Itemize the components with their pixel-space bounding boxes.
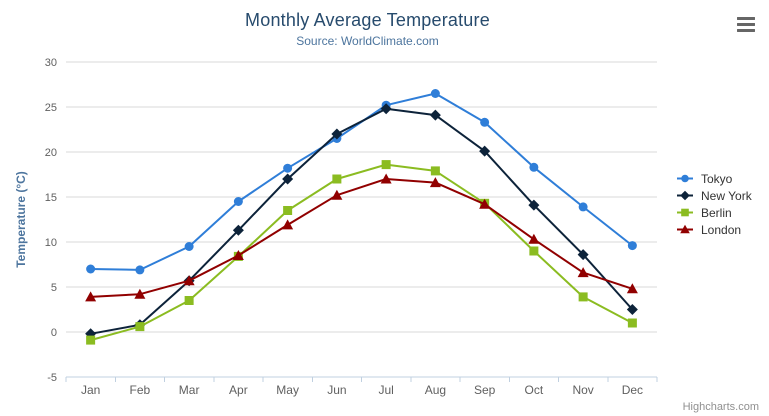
svg-text:Mar: Mar — [179, 383, 200, 397]
legend-item-tokyo[interactable]: Tokyo — [676, 170, 752, 187]
legend-item-berlin[interactable]: Berlin — [676, 204, 752, 221]
y-axis-title: Temperature (°C) — [14, 171, 28, 268]
svg-text:30: 30 — [45, 57, 57, 69]
svg-text:Sep: Sep — [474, 383, 496, 397]
triangle-legend-marker-icon — [677, 224, 693, 234]
series-new-york[interactable] — [85, 103, 638, 340]
svg-text:-5: -5 — [47, 372, 57, 384]
svg-text:15: 15 — [45, 192, 57, 204]
highcharts-credits-link[interactable]: Highcharts.com — [682, 401, 759, 413]
circle-legend-marker-icon — [677, 174, 693, 183]
square-legend-marker-icon — [677, 208, 693, 217]
context-menu-button[interactable] — [733, 13, 759, 35]
svg-text:Jun: Jun — [327, 383, 346, 397]
x-axis-labels: Jan Feb Mar Apr May Jun Jul Aug Sep Oct Nov Dec — [81, 383, 643, 397]
legend-item-london[interactable]: London — [676, 221, 752, 238]
legend-item-new-york[interactable]: New York — [676, 187, 752, 204]
chart-title: Monthly Average Temperature — [245, 10, 490, 30]
svg-text:Nov: Nov — [572, 383, 593, 397]
legend-label: Berlin — [701, 205, 732, 220]
svg-text:0: 0 — [51, 327, 57, 339]
legend-label: Tokyo — [701, 171, 733, 186]
series-tokyo[interactable] — [86, 89, 637, 275]
svg-text:Apr: Apr — [229, 383, 248, 397]
svg-text:25: 25 — [45, 102, 57, 114]
svg-text:20: 20 — [45, 147, 57, 159]
legend-label: New York — [701, 188, 752, 203]
svg-text:Jan: Jan — [81, 383, 100, 397]
svg-text:May: May — [276, 383, 299, 397]
series-london[interactable] — [85, 173, 638, 302]
chart-subtitle: Source: WorldClimate.com — [296, 34, 439, 48]
svg-text:5: 5 — [51, 282, 57, 294]
legend: Tokyo New York Berlin London — [676, 170, 752, 238]
gridlines — [66, 61, 657, 333]
hamburger-icon — [736, 16, 756, 32]
y-axis-labels: -5 0 5 10 15 20 25 30 — [45, 57, 57, 384]
legend-label: London — [701, 222, 742, 237]
svg-text:10: 10 — [45, 237, 57, 249]
svg-text:Aug: Aug — [425, 383, 446, 397]
svg-text:Oct: Oct — [525, 383, 544, 397]
svg-text:Jul: Jul — [378, 383, 393, 397]
svg-text:Feb: Feb — [130, 383, 151, 397]
diamond-legend-marker-icon — [677, 190, 693, 201]
svg-text:Dec: Dec — [622, 383, 643, 397]
x-axis — [65, 376, 658, 382]
